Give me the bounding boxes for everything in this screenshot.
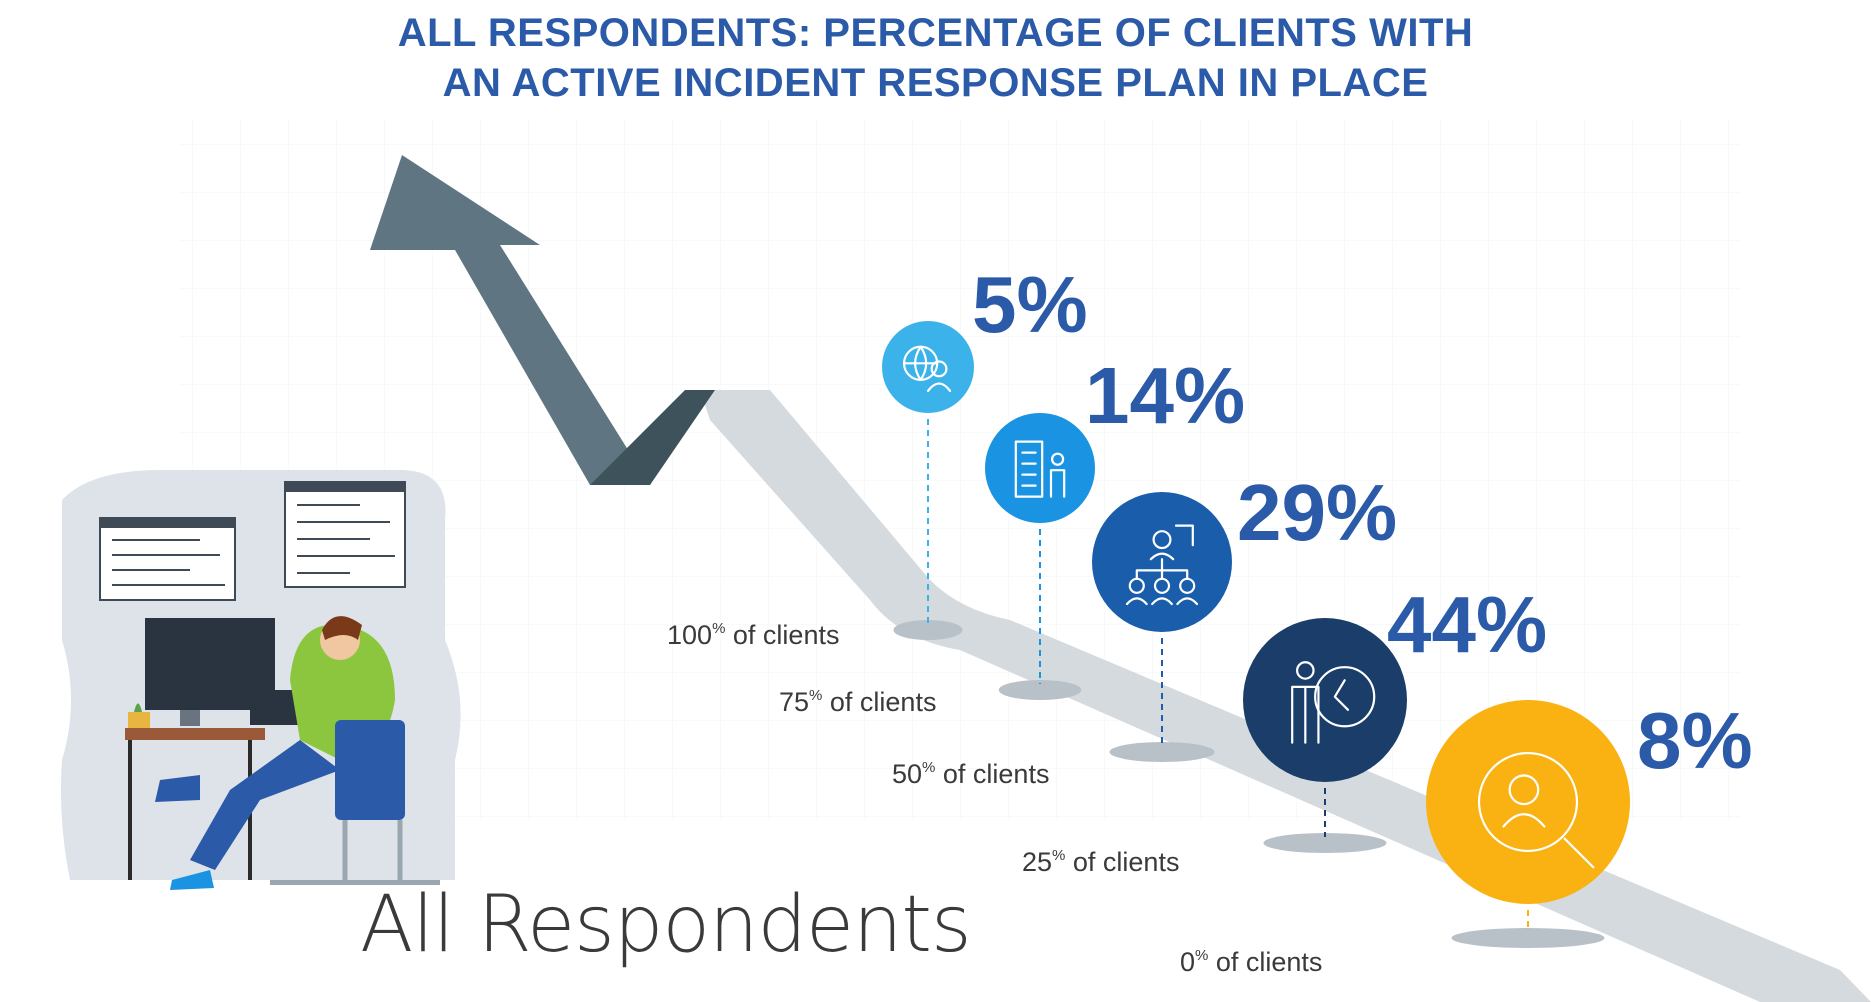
value-label: 8% (1637, 696, 1753, 785)
value-label: 5% (972, 260, 1088, 349)
search-person-icon (1477, 751, 1595, 869)
category-number: 100 (667, 620, 712, 650)
marker-circle (985, 413, 1095, 523)
marker-4 (1243, 618, 1407, 853)
category-label: 25% of clients (1022, 847, 1179, 877)
subtitle: All Respondents (360, 880, 972, 970)
category-sup: % (922, 759, 935, 776)
category-number: 50 (892, 759, 922, 789)
value-label: 44% (1387, 580, 1547, 669)
category-label: 0% of clients (1180, 947, 1322, 977)
category-text: of clients (822, 687, 936, 717)
category-sup: % (1195, 947, 1208, 964)
marker-3 (1092, 492, 1232, 762)
road-path (700, 390, 1871, 1002)
value-label: 29% (1237, 468, 1397, 557)
value-label: 14% (1085, 351, 1245, 440)
category-sup: % (1052, 847, 1065, 864)
marker-shadow (1451, 928, 1605, 948)
marker-shadow (1109, 742, 1215, 762)
category-sup: % (809, 687, 822, 704)
category-label: 75% of clients (779, 687, 936, 717)
category-text: of clients (1208, 947, 1322, 977)
workspace-illustration (61, 470, 461, 890)
category-number: 75 (779, 687, 809, 717)
category-label: 50% of clients (892, 759, 1049, 789)
category-label: 100% of clients (667, 620, 839, 650)
category-sup: % (712, 620, 725, 637)
markers-layer (882, 321, 1630, 948)
marker-circle (1243, 618, 1407, 782)
marker-shadow (1263, 833, 1387, 853)
org-chart-icon (1125, 524, 1199, 606)
chart-title-line2: AN ACTIVE INCIDENT RESPONSE PLAN IN PLAC… (442, 61, 1429, 105)
marker-5 (1426, 700, 1630, 948)
globe-person-icon (902, 345, 952, 393)
building-person-icon (1014, 440, 1066, 498)
marker-1 (882, 321, 974, 640)
person-clock-icon (1291, 661, 1376, 744)
value-labels-layer: 5%14% 29% 44% 8% (972, 260, 1753, 785)
marker-2 (985, 413, 1095, 700)
category-number: 25 (1022, 847, 1052, 877)
category-text: of clients (1065, 847, 1179, 877)
marker-circle (1426, 700, 1630, 904)
category-text: of clients (935, 759, 1049, 789)
category-text: of clients (725, 620, 839, 650)
marker-shadow (998, 680, 1082, 700)
marker-circle (882, 321, 974, 413)
category-number: 0 (1180, 947, 1195, 977)
trend-arrow (370, 155, 715, 485)
chart-title-line1: ALL RESPONDENTS: PERCENTAGE OF CLIENTS W… (397, 11, 1474, 55)
marker-shadow (893, 620, 963, 640)
